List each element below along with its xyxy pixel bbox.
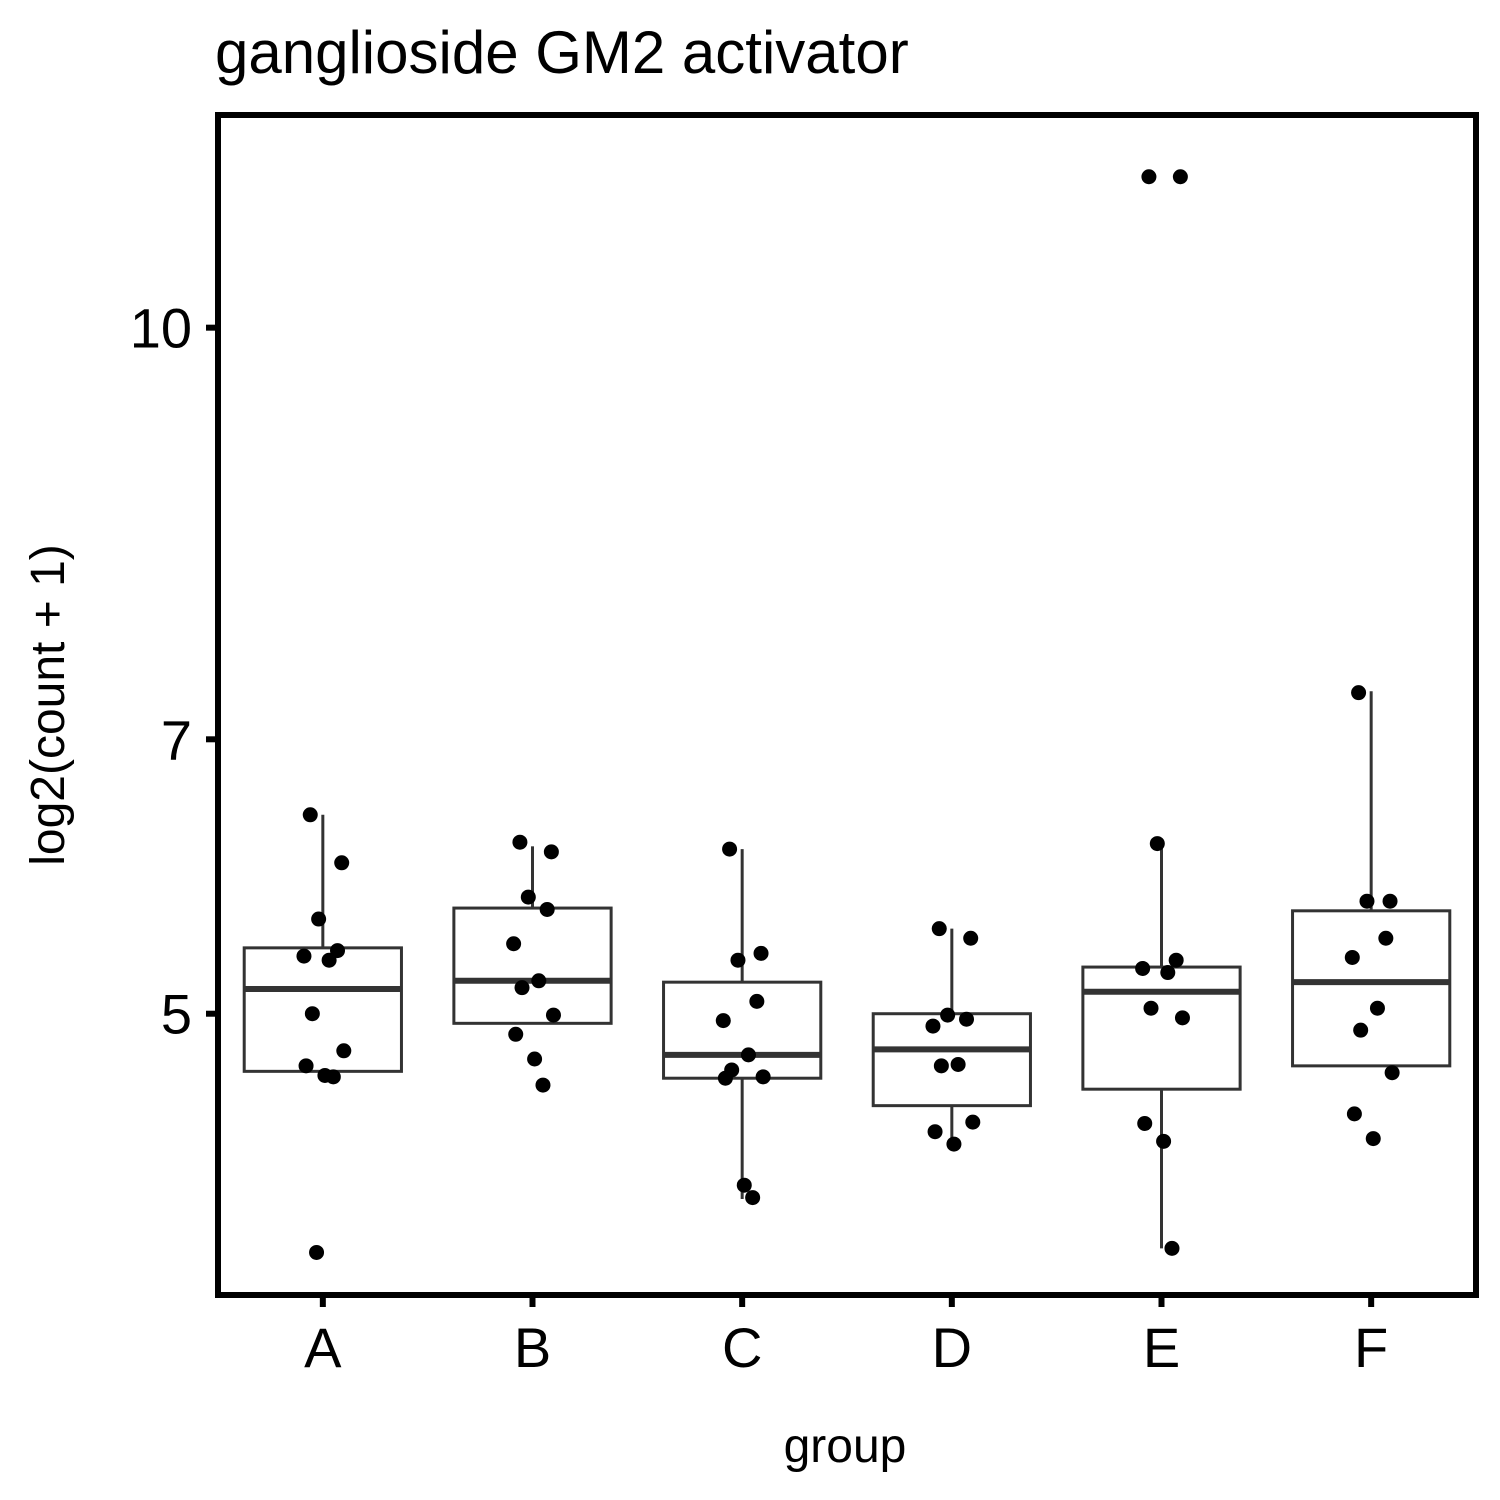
x-tick-label: E xyxy=(1143,1316,1180,1379)
data-point xyxy=(514,980,530,996)
data-point xyxy=(1359,893,1375,909)
data-point xyxy=(527,1051,543,1067)
data-point xyxy=(740,1047,756,1063)
data-point xyxy=(736,1177,752,1193)
box-f xyxy=(1291,691,1452,1068)
data-point xyxy=(1149,836,1165,852)
data-point xyxy=(539,901,555,917)
data-point xyxy=(940,1007,956,1023)
data-point xyxy=(1384,1065,1400,1081)
data-point xyxy=(336,1043,352,1059)
data-point xyxy=(531,973,547,989)
data-point xyxy=(508,1026,524,1042)
data-point xyxy=(309,1244,325,1260)
points-b xyxy=(506,834,561,1093)
y-axis-title: log2(count + 1) xyxy=(22,544,75,866)
data-point xyxy=(1156,1133,1172,1149)
x-tick-label: D xyxy=(932,1316,972,1379)
box-d xyxy=(871,928,1032,1142)
points-d xyxy=(925,921,981,1152)
data-point xyxy=(311,911,327,927)
box-iqr xyxy=(1081,965,1242,1091)
data-point xyxy=(1168,952,1184,968)
data-point xyxy=(304,1006,320,1022)
x-axis-title: group xyxy=(784,1420,907,1473)
data-point xyxy=(730,952,746,968)
data-point xyxy=(1351,685,1367,701)
box-iqr xyxy=(1291,909,1452,1068)
data-point xyxy=(1135,960,1151,976)
box-e xyxy=(1081,842,1242,1249)
data-point xyxy=(933,1058,949,1074)
points-a xyxy=(296,807,352,1260)
y-tick-label: 5 xyxy=(161,983,192,1046)
y-tick-label: 10 xyxy=(130,297,192,360)
data-point xyxy=(1346,1106,1362,1122)
data-point xyxy=(506,936,522,952)
x-tick-label: C xyxy=(722,1316,762,1379)
data-point xyxy=(1164,1240,1180,1256)
data-point xyxy=(1344,949,1360,965)
box-c xyxy=(662,849,823,1199)
x-tick-label: A xyxy=(304,1316,342,1379)
points-c xyxy=(715,841,771,1206)
chart-title: ganglioside GM2 activator xyxy=(215,19,909,86)
data-point xyxy=(963,930,979,946)
data-point xyxy=(1160,965,1176,981)
data-point xyxy=(925,1018,941,1034)
box-iqr xyxy=(242,946,403,1073)
data-point xyxy=(1369,1000,1385,1016)
data-point xyxy=(1172,169,1188,185)
data-point xyxy=(543,844,559,860)
points-f xyxy=(1344,685,1400,1147)
data-point xyxy=(1174,1010,1190,1026)
box-iqr xyxy=(662,980,823,1080)
data-point xyxy=(745,1190,761,1206)
data-point xyxy=(753,945,769,961)
y-tick-label: 7 xyxy=(161,708,192,771)
data-point xyxy=(1365,1131,1381,1147)
data-point xyxy=(296,948,312,964)
data-point xyxy=(927,1124,943,1140)
data-point xyxy=(959,1011,975,1027)
data-point xyxy=(321,952,337,968)
data-point xyxy=(545,1007,561,1023)
data-point xyxy=(755,1069,771,1085)
data-point xyxy=(1137,1115,1153,1131)
data-point xyxy=(715,1013,731,1029)
data-point xyxy=(1378,930,1394,946)
data-point xyxy=(535,1077,551,1093)
data-point xyxy=(334,855,350,871)
plot-panel xyxy=(215,112,1479,1298)
data-point xyxy=(722,841,738,857)
data-point xyxy=(717,1070,733,1086)
data-point xyxy=(1353,1022,1369,1038)
data-point xyxy=(1143,1000,1159,1016)
x-tick-label: F xyxy=(1354,1316,1388,1379)
data-point xyxy=(512,834,528,850)
points-e xyxy=(1135,169,1190,1256)
y-axis: 5 7 10 xyxy=(130,297,218,1046)
data-point xyxy=(302,807,318,823)
data-point xyxy=(520,889,536,905)
data-point xyxy=(946,1136,962,1152)
data-point xyxy=(950,1056,966,1072)
box-iqr xyxy=(871,1012,1032,1108)
box-iqr xyxy=(452,906,613,1025)
data-point xyxy=(931,921,947,937)
data-point xyxy=(298,1058,314,1074)
x-axis: A B C D E F xyxy=(304,1295,1388,1379)
data-point xyxy=(325,1069,341,1085)
data-point xyxy=(1141,169,1157,185)
data-point xyxy=(749,993,765,1009)
x-tick-label: B xyxy=(514,1316,551,1379)
data-point xyxy=(965,1114,981,1130)
plot-layer xyxy=(242,169,1452,1260)
box-a xyxy=(242,814,403,1073)
data-point xyxy=(1382,893,1398,909)
box-b xyxy=(452,846,613,1025)
